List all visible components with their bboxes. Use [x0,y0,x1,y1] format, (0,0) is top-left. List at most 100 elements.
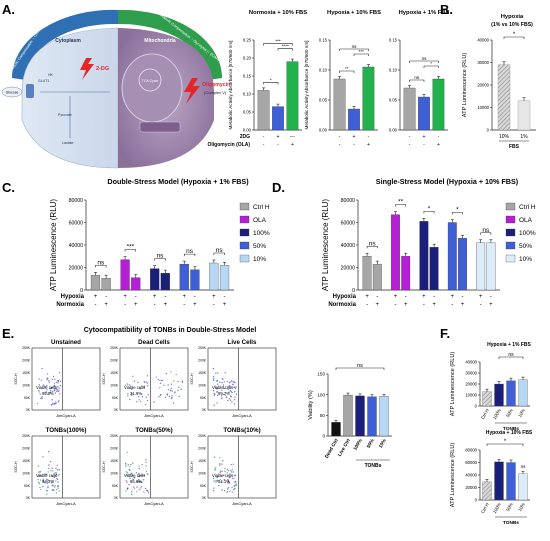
legend-label: Ctrl H [253,204,270,211]
event-dot [146,399,149,402]
event-dot [235,482,237,484]
event-dot [216,388,218,390]
event-dot [235,386,237,388]
significance-bracket [263,43,293,46]
y-tick-label: 40000 [465,359,477,364]
gate-percent: 99.7% [218,391,230,396]
significance-label: ns [422,56,428,61]
event-dot [146,382,149,384]
event-dot [143,474,146,476]
event-dot [38,378,40,380]
chart-single-stress: Single-Stress Model (Hypoxia + 10% FBS) 0… [321,177,536,308]
gate-percent: 95.0% [42,391,54,396]
event-dot [223,474,225,476]
row1-sign: + [353,134,356,140]
row1-sign: - [263,134,265,140]
event-dot [159,387,161,389]
event-dot [133,476,136,478]
significance-label: ns [521,464,527,469]
event-dot [44,391,46,393]
y-tick-label: 30000 [477,60,489,65]
gate-percent: 31.9% [130,391,142,396]
event-dot [46,385,48,387]
event-dot [55,488,58,491]
flow-y-tick: 100K [198,471,207,475]
flow-y-label: SSC-H [102,461,106,473]
compensation-arc-green [118,9,223,80]
legend-swatch [505,241,516,250]
significance-label: *** [359,49,365,54]
event-dot [158,396,160,398]
event-dot [234,474,237,477]
bar [518,379,528,407]
normoxia-sign: - [124,302,126,308]
flow-x-label: AmCyan-A [144,413,164,418]
event-dot [125,465,127,467]
compensation-arc-blue [11,9,118,80]
event-dot [37,475,40,478]
event-dot [171,390,173,392]
x-tick-label: 10% [378,437,388,449]
row2-sign: + [291,142,294,148]
event-dot [221,396,223,398]
chart-hypoxia-fbs-compare: Hypoxia (1% vs 10% FBS) 0 10000 20000 30000 40… [462,14,536,150]
hypoxia-sign: - [376,294,378,300]
event-dot [38,384,40,386]
event-dot [58,372,61,374]
bar [209,262,219,291]
x-tick-label: Ctrl H [480,408,490,420]
event-dot [141,463,143,466]
event-dot [212,379,215,381]
event-dot [235,484,238,486]
significance-label: ns [352,44,358,49]
significance-bracket [498,356,524,359]
event-dot [147,394,149,396]
event-dot [212,377,215,380]
event-dot [48,380,50,382]
event-dot [39,474,41,477]
event-dot [223,490,226,492]
row2-sign: - [263,142,265,148]
event-dot [178,395,180,398]
event-dot [163,384,165,387]
event-dot [130,493,133,495]
event-dot [160,393,162,396]
flow-y-tick: 50K [24,396,31,400]
event-dot [230,469,232,472]
event-dot [167,389,170,391]
event-dot [214,469,217,471]
event-dot [53,383,56,385]
significance-label: ns [157,253,165,260]
significance-label: ns [508,352,514,358]
event-dot [49,460,52,463]
y-axis-label: ATP Luminescence (RLU) [49,199,58,292]
x-tick-label: 10% [517,502,526,512]
flow-y-label: SSC-H [14,373,18,385]
event-dot [138,467,140,470]
hypoxia-sign: + [212,294,216,300]
event-dot [219,471,221,474]
flow-x-label: AmCyan-A [144,501,164,506]
significance-bracket [480,232,492,235]
event-dot [48,450,50,453]
y-tick-label: 100 [317,392,325,397]
hypoxia-row-label: Hypoxia [61,294,85,300]
event-dot [126,383,129,385]
flow-y-tick: 250K [22,434,31,438]
event-dot [228,381,231,384]
event-dot [47,486,49,489]
event-dot [52,485,54,487]
event-dot [146,385,149,387]
flow-y-tick: 50K [112,484,119,488]
event-dot [54,392,57,394]
y-tick-label: 0 [475,403,478,408]
event-dot [140,486,143,488]
y-tick-label: 150 [317,372,325,377]
panel-letter-f: F. [440,326,450,341]
x-tick-label: 50% [505,408,514,418]
bar [418,96,430,131]
event-dot [230,463,232,466]
flow-y-tick: 0K [202,408,207,412]
chart-f-hypoxia-1fbs: Hypoxia + 1% FBS 0 10000 20000 30000 40000 ATP… [450,342,532,432]
event-dot [42,480,45,482]
